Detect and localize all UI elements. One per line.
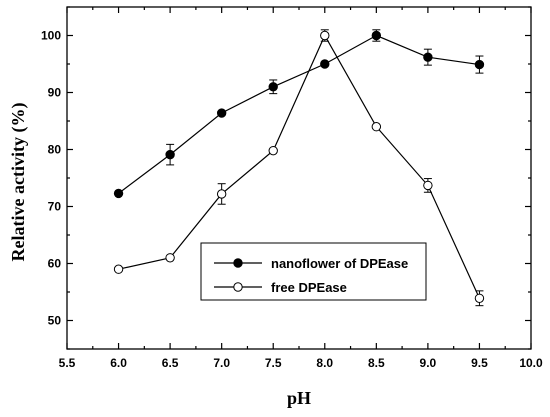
series-layer xyxy=(113,29,485,307)
data-point xyxy=(371,122,382,132)
x-tick-label: 10.0 xyxy=(519,356,543,370)
data-point xyxy=(216,108,227,118)
y-tick-label: 70 xyxy=(48,200,62,214)
x-tick-label: 8.5 xyxy=(368,356,385,370)
y-tick-label: 80 xyxy=(48,143,62,157)
data-point xyxy=(423,52,433,62)
x-axis-title: pH xyxy=(287,388,311,408)
legend-label-nanoflower: nanoflower of DPEase xyxy=(271,256,408,271)
x-tick-label: 5.5 xyxy=(59,356,76,370)
data-point xyxy=(474,293,485,303)
legend-label-free: free DPEase xyxy=(271,280,347,295)
data-point xyxy=(320,59,330,69)
data-point xyxy=(165,253,175,263)
y-tick-label: 60 xyxy=(48,257,62,271)
data-point xyxy=(423,180,433,191)
legend-marker-nanoflower xyxy=(233,258,243,268)
legend: nanoflower of DPEase free DPEase xyxy=(200,242,427,301)
legend-marker-free xyxy=(233,282,243,292)
x-tick-label: 7.0 xyxy=(213,356,230,370)
series-1 xyxy=(113,29,485,307)
y-tick-label: 90 xyxy=(48,86,62,100)
y-ticks: 50 60 70 80 90 100 xyxy=(41,6,531,350)
x-tick-label: 7.5 xyxy=(265,356,282,370)
data-point xyxy=(268,145,278,156)
data-point xyxy=(268,82,278,92)
data-point xyxy=(371,30,382,41)
x-tick-label: 6.5 xyxy=(162,356,179,370)
data-point xyxy=(113,264,124,274)
data-point xyxy=(320,30,330,41)
series-0 xyxy=(113,29,485,199)
x-tick-label: 9.5 xyxy=(471,356,488,370)
series-line xyxy=(118,34,480,299)
x-ticks: 5.5 6.0 6.5 7.0 7.5 8.0 8.5 9.0 9.5 10.0 xyxy=(59,7,543,370)
data-point xyxy=(165,149,175,160)
x-tick-label: 9.0 xyxy=(420,356,437,370)
data-point xyxy=(474,59,485,70)
x-tick-label: 6.0 xyxy=(110,356,127,370)
y-tick-label: 50 xyxy=(48,314,62,328)
data-point xyxy=(113,188,124,199)
y-axis-title: Relative activity (%) xyxy=(8,103,29,262)
series-line xyxy=(118,34,480,194)
y-tick-label: 100 xyxy=(41,29,61,43)
data-point xyxy=(216,189,227,199)
x-tick-label: 8.0 xyxy=(316,356,333,370)
